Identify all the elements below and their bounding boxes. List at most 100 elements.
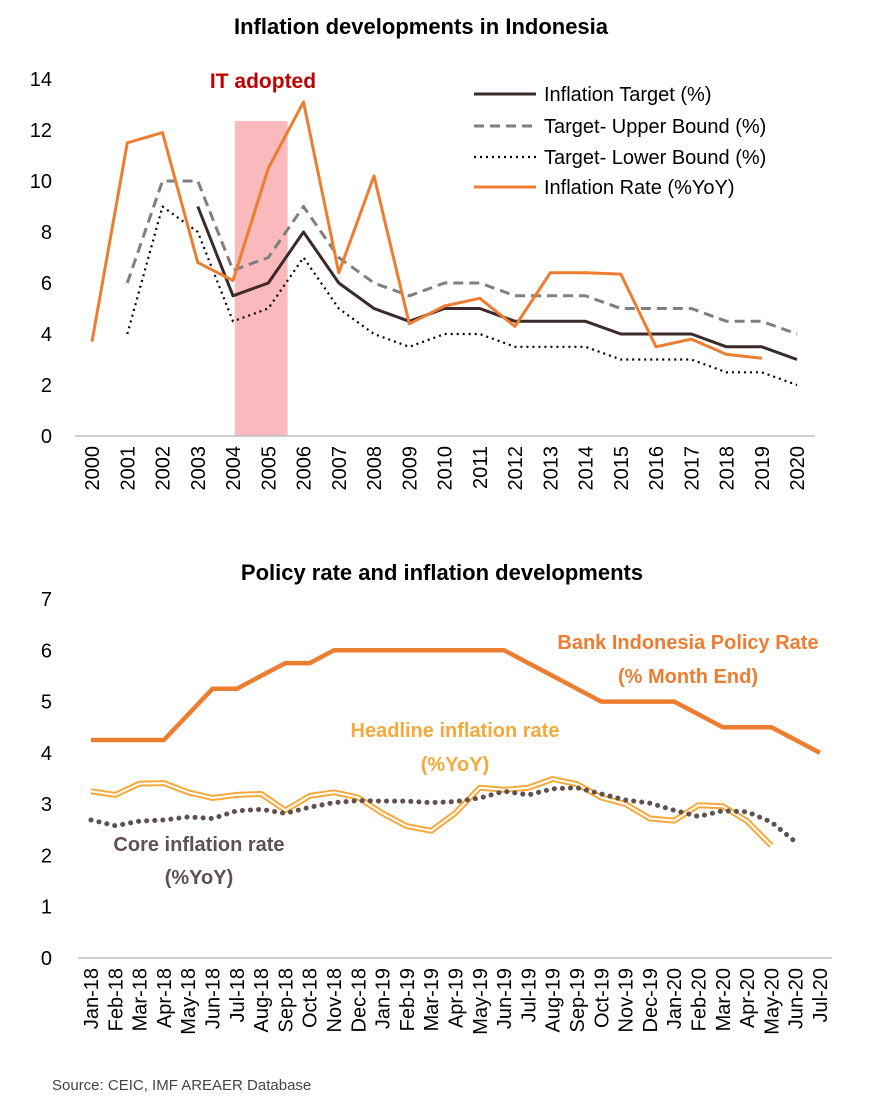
chart2-y-tick-3: 3 xyxy=(41,794,52,816)
chart2-x-tick-Jan-19: Jan-19 xyxy=(373,968,395,1029)
chart2-x-tick-Nov-19: Nov-19 xyxy=(616,968,638,1032)
chart1-x-tick-2004: 2004 xyxy=(223,446,245,491)
chart2-x-tick-Feb-20: Feb-20 xyxy=(689,968,711,1031)
chart1-y-tick-0: 0 xyxy=(41,426,52,448)
chart1-x-tick-2015: 2015 xyxy=(611,446,633,491)
chart2-x-tick-Jan-18: Jan-18 xyxy=(81,968,103,1029)
chart2-x-tick-Feb-18: Feb-18 xyxy=(105,968,127,1031)
chart1-x-tick-2007: 2007 xyxy=(329,446,351,491)
chart2-x-tick-Mar-20: Mar-20 xyxy=(713,968,735,1031)
chart2-x-tick-Oct-19: Oct-19 xyxy=(591,968,613,1028)
inflation-developments-chart: Inflation developments in Indonesia IT a… xyxy=(30,14,815,491)
it-adopted-label: IT adopted xyxy=(210,70,316,93)
chart2-x-tick-Oct-18: Oct-18 xyxy=(300,968,322,1028)
chart2-x-tick-Jul-19: Jul-19 xyxy=(518,968,540,1022)
chart1-x-axis: 2000 2001 2002 2003 2004 2005 2006 2007 2008 2009… xyxy=(82,446,809,491)
chart2-x-tick-Apr-19: Apr-19 xyxy=(446,968,468,1028)
core-inflation-label-line2: (%YoY) xyxy=(165,867,234,889)
chart1-y-tick-10: 10 xyxy=(30,171,52,193)
chart2-x-tick-Jun-20: Jun-20 xyxy=(786,968,808,1029)
chart1-x-tick-2006: 2006 xyxy=(294,446,316,491)
chart2-x-tick-Sep-19: Sep-19 xyxy=(567,968,589,1033)
chart1-x-tick-2014: 2014 xyxy=(576,446,598,491)
series-line-target-lower-bound xyxy=(126,205,798,387)
chart1-x-tick-2020: 2020 xyxy=(787,446,809,491)
chart2-x-tick-Apr-18: Apr-18 xyxy=(154,968,176,1028)
chart1-y-tick-8: 8 xyxy=(41,222,52,244)
policy-rate-chart: Policy rate and inflation developments 0… xyxy=(41,560,832,1035)
chart1-x-tick-2008: 2008 xyxy=(364,446,386,491)
headline-inflation-label-line1: Headline inflation rate xyxy=(351,720,560,742)
chart1-y-tick-4: 4 xyxy=(41,324,52,346)
chart1-y-tick-14: 14 xyxy=(30,69,52,91)
chart2-x-tick-Aug-19: Aug-19 xyxy=(543,968,565,1033)
series-line-inflation-rate-yoy xyxy=(90,100,762,360)
chart2-y-tick-5: 5 xyxy=(41,692,52,714)
chart2-x-tick-Jul-20: Jul-20 xyxy=(810,968,832,1022)
chart2-x-tick-Jun-19: Jun-19 xyxy=(494,968,516,1029)
legend-inflation-rate: Inflation Rate (%YoY) xyxy=(544,177,734,199)
chart2-x-tick-May-20: May-20 xyxy=(761,968,783,1035)
chart1-x-tick-2009: 2009 xyxy=(399,446,421,491)
chart1-x-tick-2002: 2002 xyxy=(153,446,175,491)
chart1-x-tick-2001: 2001 xyxy=(117,446,139,491)
chart2-x-tick-Dec-18: Dec-18 xyxy=(348,968,370,1032)
chart1-x-tick-2000: 2000 xyxy=(82,446,104,491)
chart2-series-labels: Bank Indonesia Policy Rate (% Month End)… xyxy=(113,632,818,889)
chart2-y-tick-7: 7 xyxy=(41,589,52,611)
chart1-x-tick-2017: 2017 xyxy=(681,446,703,491)
chart2-x-tick-May-19: May-19 xyxy=(470,968,492,1035)
it-adopted-band xyxy=(234,121,288,436)
chart2-x-tick-Apr-20: Apr-20 xyxy=(737,968,759,1028)
chart1-title: Inflation developments in Indonesia xyxy=(234,14,609,39)
series-line-core-inflation-rate xyxy=(88,785,799,845)
chart2-x-tick-Sep-18: Sep-18 xyxy=(275,968,297,1033)
chart1-x-tick-2010: 2010 xyxy=(435,446,457,491)
series-line-inflation-target xyxy=(196,205,798,361)
chart2-x-tick-Dec-19: Dec-19 xyxy=(640,968,662,1032)
chart1-x-tick-2013: 2013 xyxy=(540,446,562,491)
chart2-y-axis: 0 1 2 3 4 5 6 7 xyxy=(41,589,52,970)
legend-lower-bound: Target- Lower Bound (%) xyxy=(544,147,766,169)
source-note: Source: CEIC, IMF AREAER Database xyxy=(52,1077,311,1094)
chart1-legend: Inflation Target (%) Target- Upper Bound… xyxy=(474,84,766,199)
chart1-y-tick-2: 2 xyxy=(41,375,52,397)
series-line-headline-inflation-rate-inner xyxy=(90,778,773,847)
chart2-title: Policy rate and inflation developments xyxy=(241,560,643,585)
series-line-target-upper-bound xyxy=(125,179,798,336)
chart2-x-tick-Jul-18: Jul-18 xyxy=(227,968,249,1022)
chart2-y-tick-2: 2 xyxy=(41,845,52,867)
chart1-x-tick-2005: 2005 xyxy=(258,446,280,491)
chart1-x-tick-2003: 2003 xyxy=(188,446,210,491)
core-inflation-label-line1: Core inflation rate xyxy=(113,834,284,856)
chart2-x-tick-Nov-18: Nov-18 xyxy=(324,968,346,1032)
series-line-bank-indonesia-policy-rate xyxy=(91,648,822,755)
chart2-x-tick-Mar-19: Mar-19 xyxy=(421,968,443,1031)
policy-rate-label-line2: (% Month End) xyxy=(618,666,758,688)
chart1-x-tick-2011: 2011 xyxy=(470,446,492,489)
chart2-series xyxy=(88,648,822,848)
legend-inflation-target: Inflation Target (%) xyxy=(544,84,712,106)
chart2-x-tick-May-18: May-18 xyxy=(178,968,200,1035)
chart2-y-tick-4: 4 xyxy=(41,743,52,765)
chart1-x-tick-2018: 2018 xyxy=(717,446,739,491)
legend-upper-bound: Target- Upper Bound (%) xyxy=(544,116,766,138)
chart2-y-tick-0: 0 xyxy=(41,948,52,970)
chart2-x-tick-Feb-19: Feb-19 xyxy=(397,968,419,1031)
chart1-y-tick-6: 6 xyxy=(41,273,52,295)
chart2-x-tick-Jan-20: Jan-20 xyxy=(664,968,686,1029)
chart2-x-tick-Aug-18: Aug-18 xyxy=(251,968,273,1033)
chart1-series xyxy=(90,100,798,387)
chart1-x-tick-2019: 2019 xyxy=(752,446,774,491)
headline-inflation-label-line2: (%YoY) xyxy=(421,754,490,776)
chart2-x-axis: Jan-18 Feb-18 Mar-18 Apr-18 May-18 Jun-18 Jul-… xyxy=(81,968,832,1035)
chart1-y-axis: 0 2 4 6 8 10 12 14 xyxy=(30,69,52,448)
chart2-y-tick-1: 1 xyxy=(41,897,52,919)
chart2-x-tick-Mar-18: Mar-18 xyxy=(130,968,152,1031)
chart2-y-tick-6: 6 xyxy=(41,640,52,662)
chart1-y-tick-12: 12 xyxy=(30,120,52,142)
chart1-x-tick-2016: 2016 xyxy=(646,446,668,491)
chart1-x-tick-2012: 2012 xyxy=(505,446,527,491)
chart2-x-tick-Jun-18: Jun-18 xyxy=(203,968,225,1029)
